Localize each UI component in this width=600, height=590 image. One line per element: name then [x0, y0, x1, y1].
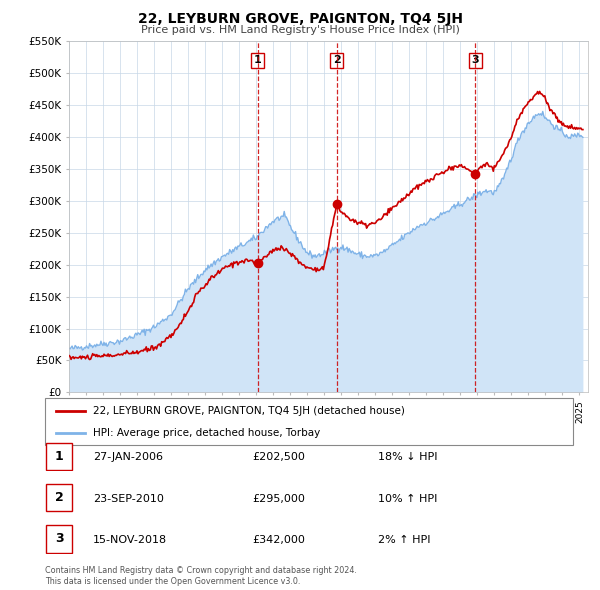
Text: 2% ↑ HPI: 2% ↑ HPI	[378, 535, 431, 545]
Text: HPI: Average price, detached house, Torbay: HPI: Average price, detached house, Torb…	[92, 428, 320, 438]
Text: 23-SEP-2010: 23-SEP-2010	[93, 494, 164, 503]
Text: Price paid vs. HM Land Registry's House Price Index (HPI): Price paid vs. HM Land Registry's House …	[140, 25, 460, 35]
Text: 3: 3	[55, 532, 64, 546]
Text: 1: 1	[55, 450, 64, 463]
Text: £202,500: £202,500	[252, 453, 305, 462]
Text: 2: 2	[333, 55, 341, 65]
Text: 22, LEYBURN GROVE, PAIGNTON, TQ4 5JH: 22, LEYBURN GROVE, PAIGNTON, TQ4 5JH	[137, 12, 463, 26]
Text: £342,000: £342,000	[252, 535, 305, 545]
Text: This data is licensed under the Open Government Licence v3.0.: This data is licensed under the Open Gov…	[45, 577, 301, 586]
FancyBboxPatch shape	[46, 526, 73, 552]
Text: 1: 1	[254, 55, 262, 65]
Text: 22, LEYBURN GROVE, PAIGNTON, TQ4 5JH (detached house): 22, LEYBURN GROVE, PAIGNTON, TQ4 5JH (de…	[92, 406, 404, 416]
Text: 10% ↑ HPI: 10% ↑ HPI	[378, 494, 437, 503]
Text: 3: 3	[472, 55, 479, 65]
FancyBboxPatch shape	[45, 398, 573, 445]
Text: 18% ↓ HPI: 18% ↓ HPI	[378, 453, 437, 462]
FancyBboxPatch shape	[46, 484, 73, 511]
Text: £295,000: £295,000	[252, 494, 305, 503]
Text: 27-JAN-2006: 27-JAN-2006	[93, 453, 163, 462]
Text: Contains HM Land Registry data © Crown copyright and database right 2024.: Contains HM Land Registry data © Crown c…	[45, 566, 357, 575]
FancyBboxPatch shape	[46, 443, 73, 470]
Text: 2: 2	[55, 491, 64, 504]
Text: 15-NOV-2018: 15-NOV-2018	[93, 535, 167, 545]
